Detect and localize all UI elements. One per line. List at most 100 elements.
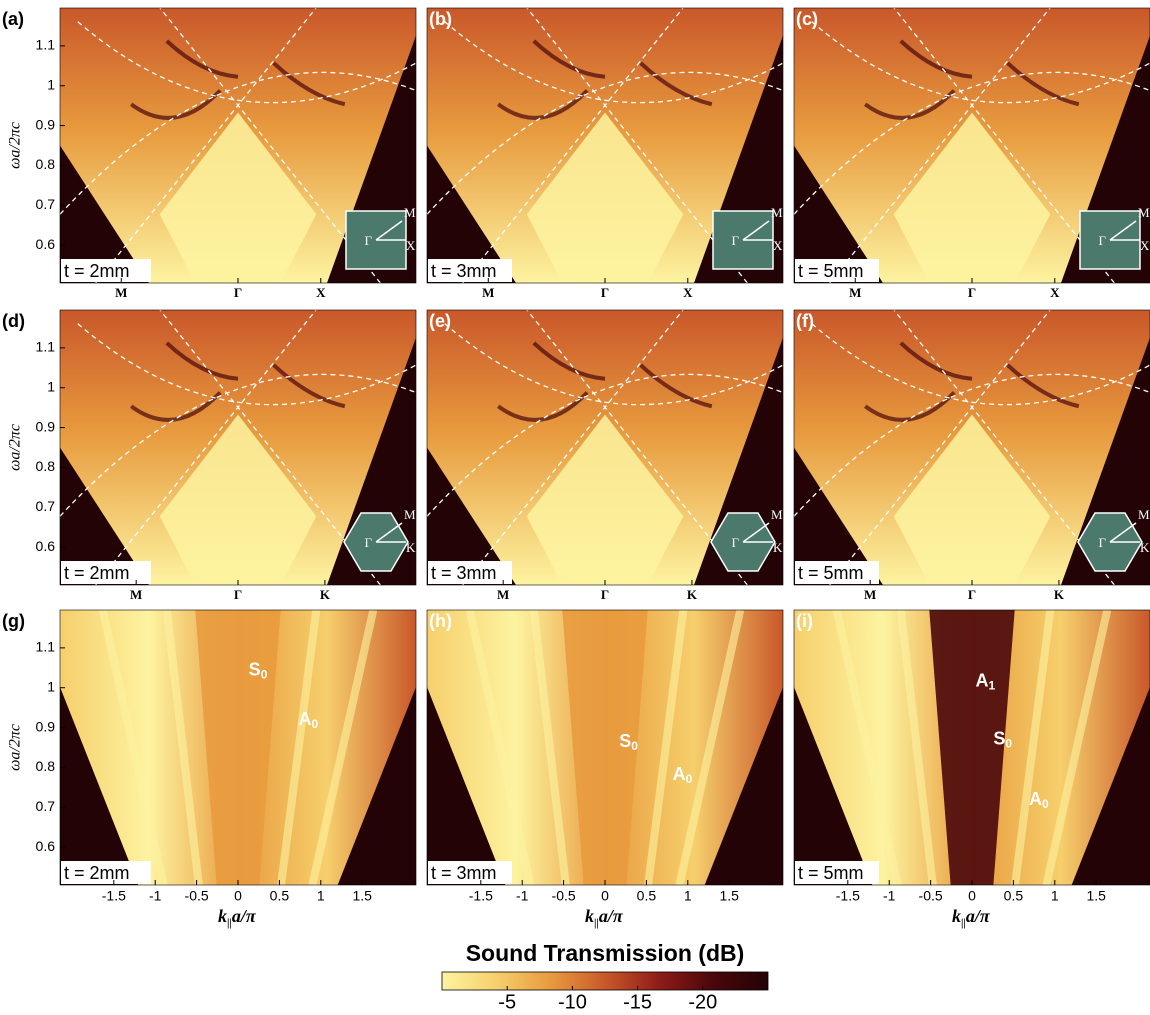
x-tick-label: 1 — [684, 888, 692, 904]
mode-letter: A — [976, 670, 989, 690]
thickness-label: t = 5mm — [798, 563, 864, 583]
colorbar-tick-label: -20 — [688, 991, 717, 1013]
inset-label: M — [771, 507, 783, 522]
inset-label: X — [773, 238, 783, 253]
y-tick-label: 0.6 — [36, 838, 56, 854]
x-tick-label: M — [482, 285, 494, 300]
y-tick-label: 1.1 — [36, 37, 56, 53]
y-tick-label: 1 — [47, 678, 55, 694]
x-tick-label: -0.5 — [552, 888, 576, 904]
y-axis-label: ωa/2πc — [7, 424, 24, 471]
x-tick-label: 0 — [601, 888, 609, 904]
inset-label: X — [1140, 238, 1150, 253]
panel-label: (e) — [429, 311, 451, 331]
heatmap — [794, 610, 1150, 885]
inset-label: Γ — [364, 233, 372, 248]
x-axis-label-part: k — [218, 906, 227, 926]
mode-letter: A — [1029, 789, 1042, 809]
panel-label: (a) — [2, 9, 24, 29]
y-tick-label: 1.1 — [36, 339, 56, 355]
x-tick-label: X — [683, 285, 693, 300]
x-tick-label: M — [130, 587, 142, 602]
heatmap — [427, 610, 783, 885]
x-tick-label: Γ — [968, 285, 976, 300]
y-tick-label: 0.9 — [36, 718, 56, 734]
mode-letter: S — [993, 728, 1005, 748]
x-tick-label: -0.5 — [919, 888, 943, 904]
x-tick-label: 0 — [234, 888, 242, 904]
x-axis-label: k||a/π — [218, 906, 257, 928]
x-tick-label: X — [316, 285, 326, 300]
y-tick-label: 0.9 — [36, 418, 56, 434]
heatmap — [60, 610, 416, 885]
x-tick-label: -1.5 — [836, 888, 860, 904]
x-axis-label-part: k — [952, 906, 961, 926]
inset-label: M — [404, 205, 416, 220]
thickness-label: t = 5mm — [798, 863, 864, 883]
panel-label: (i) — [796, 611, 813, 631]
panel-label: (d) — [2, 311, 25, 331]
x-tick-label: -1 — [516, 888, 529, 904]
x-tick-label: 1 — [317, 888, 325, 904]
y-tick-label: 0.8 — [36, 758, 56, 774]
mode-letter: S — [249, 659, 261, 679]
mode-index: 0 — [686, 772, 693, 786]
y-tick-label: 0.8 — [36, 458, 56, 474]
inset-label: M — [771, 205, 783, 220]
inset-label: K — [773, 540, 783, 555]
x-tick-label: M — [864, 587, 876, 602]
thickness-label: t = 5mm — [798, 261, 864, 281]
inset-label: K — [1140, 540, 1150, 555]
inset-label: Γ — [731, 535, 739, 550]
y-tick-label: 0.7 — [36, 498, 56, 514]
y-tick-label: 1.1 — [36, 639, 56, 655]
x-tick-label: 1.5 — [719, 888, 739, 904]
thickness-label: t = 3mm — [431, 563, 497, 583]
x-axis-label-part: k — [585, 906, 594, 926]
mode-index: 0 — [312, 717, 319, 731]
inset-label: M — [1138, 507, 1150, 522]
x-tick-label: -1 — [149, 888, 162, 904]
colorbar-title: Sound Transmission (dB) — [466, 940, 745, 966]
colorbar-tick-label: -10 — [558, 991, 587, 1013]
y-tick-label: 0.7 — [36, 196, 56, 212]
y-axis-label: ωa/2πc — [7, 122, 24, 169]
x-tick-label: 1.5 — [352, 888, 372, 904]
y-axis-label: ωa/2πc — [7, 724, 24, 771]
inset-label: M — [404, 507, 416, 522]
panel-label: (f) — [796, 311, 814, 331]
y-tick-label: 0.7 — [36, 798, 56, 814]
panel-label: (c) — [796, 9, 818, 29]
x-tick-label: 0.5 — [637, 888, 657, 904]
inset — [713, 211, 773, 269]
x-tick-label: 0 — [968, 888, 976, 904]
x-tick-label: Γ — [234, 285, 242, 300]
mode-index: 0 — [1005, 736, 1012, 750]
x-tick-label: -1.5 — [469, 888, 493, 904]
x-tick-label: 0.5 — [270, 888, 290, 904]
inset-label: Γ — [1098, 535, 1106, 550]
x-tick-label: K — [687, 587, 698, 602]
thickness-label: t = 3mm — [431, 261, 497, 281]
x-axis-label: k||a/π — [952, 906, 991, 928]
y-tick-label: 0.8 — [36, 156, 56, 172]
x-axis-label-part: a/π — [966, 906, 991, 926]
thickness-label: t = 2mm — [64, 261, 130, 281]
thickness-label: t = 3mm — [431, 863, 497, 883]
y-tick-label: 0.9 — [36, 116, 56, 132]
inset — [1080, 211, 1140, 269]
x-tick-label: Γ — [601, 285, 609, 300]
x-tick-label: Γ — [601, 587, 609, 602]
x-tick-label: Γ — [234, 587, 242, 602]
y-tick-label: 0.6 — [36, 538, 56, 554]
mode-index: 0 — [261, 668, 268, 682]
x-tick-label: M — [497, 587, 509, 602]
x-tick-label: M — [115, 285, 127, 300]
inset-label: M — [1138, 205, 1150, 220]
x-tick-label: 0.5 — [1004, 888, 1024, 904]
mode-letter: A — [299, 709, 312, 729]
y-tick-label: 1 — [47, 378, 55, 394]
panel-label: (b) — [429, 9, 452, 29]
thickness-label: t = 2mm — [64, 563, 130, 583]
y-tick-label: 0.6 — [36, 236, 56, 252]
